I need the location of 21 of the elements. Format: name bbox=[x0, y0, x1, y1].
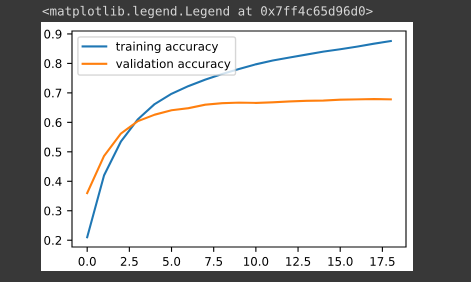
text: <matplotlib.legend.Legend at 0x7ff4c65d96d0> bbox=[42, 6, 373, 18]
line-series bbox=[86, 40, 392, 238]
x-tick-label: 7.5 bbox=[205, 257, 222, 266]
x-tick-label: 17.5 bbox=[370, 257, 394, 266]
y-tick-label: 0.9 bbox=[44, 30, 62, 39]
y-tick-label: 0.8 bbox=[44, 59, 62, 68]
y-tick-label: 0.6 bbox=[44, 118, 62, 128]
y-tick-label: 0.4 bbox=[44, 177, 62, 186]
x-tick-label: 15.0 bbox=[328, 256, 353, 266]
y-tick-label: 0.3 bbox=[44, 206, 62, 216]
x-tick-label: 10.0 bbox=[244, 256, 268, 266]
line-series bbox=[86, 98, 392, 194]
y-tick-label: 0.2 bbox=[44, 236, 62, 245]
x-tick-label: 0.0 bbox=[78, 256, 96, 266]
y-tick-label: 0.7 bbox=[44, 88, 62, 98]
x-tick-label: 12.5 bbox=[286, 256, 310, 266]
x-tick-label: 5.0 bbox=[163, 256, 180, 266]
x-tick-label: 2.5 bbox=[120, 256, 138, 266]
y-tick-label: 0.5 bbox=[44, 148, 62, 156]
legend-label: training accuracy bbox=[116, 42, 218, 54]
legend-label: validation accuracy bbox=[116, 58, 230, 70]
